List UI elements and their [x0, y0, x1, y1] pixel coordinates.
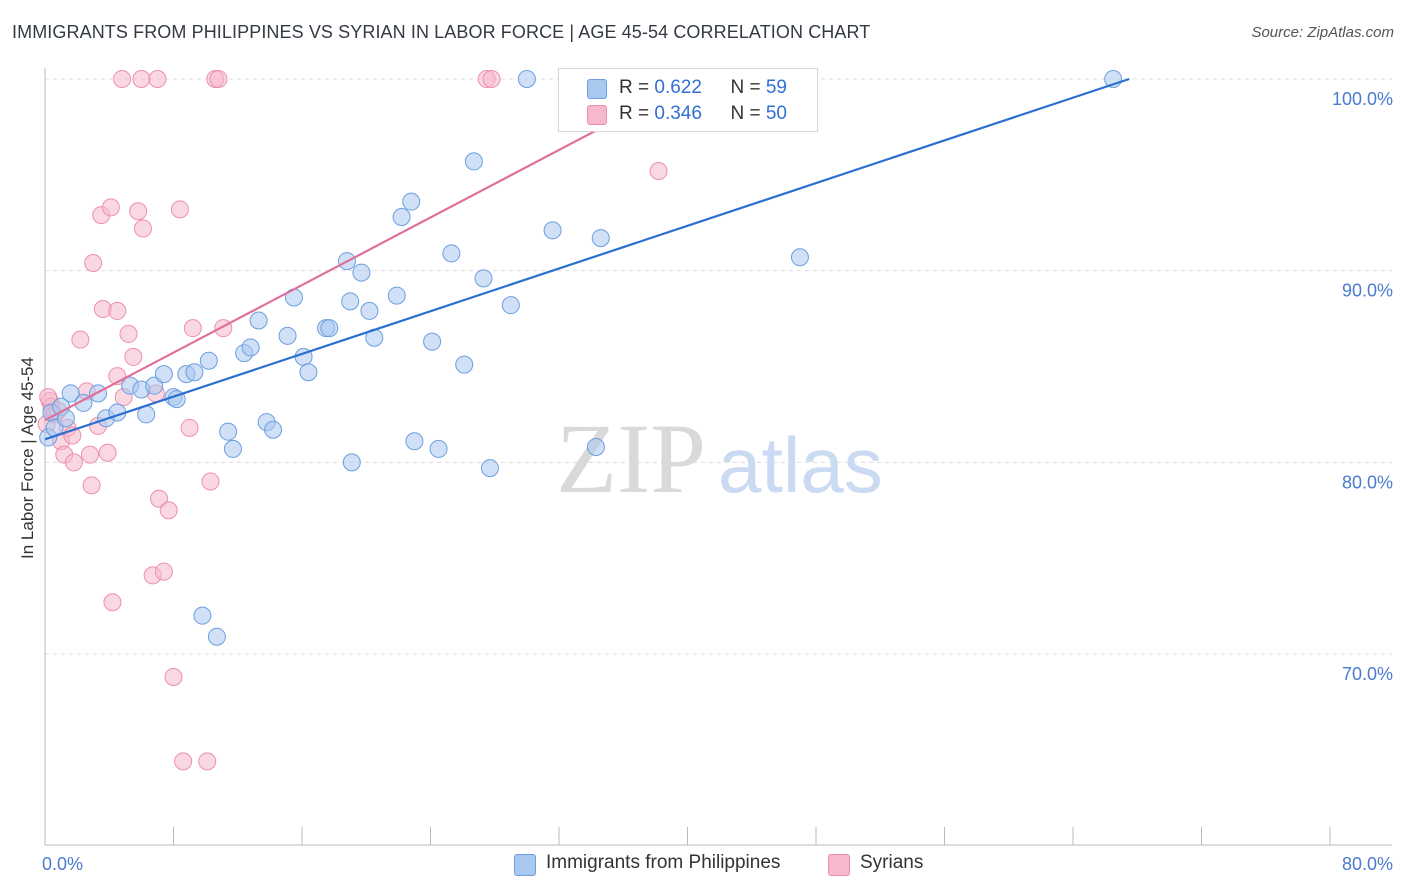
philippines-point	[360, 301, 379, 320]
philippines-point	[429, 439, 448, 458]
philippines-point	[342, 453, 361, 472]
syrians-point	[180, 418, 199, 437]
legend-n-label: N =	[730, 77, 766, 98]
syrians-swatch	[828, 854, 850, 876]
syrians-point	[482, 70, 501, 88]
syrians-point	[80, 445, 99, 464]
legend-n-label: N =	[730, 103, 766, 124]
philippines-point	[591, 229, 610, 248]
syrians-point	[84, 254, 103, 272]
syrians-point	[64, 453, 83, 472]
philippines-point	[517, 70, 536, 88]
syrians-point	[98, 443, 117, 462]
philippines-point	[341, 292, 360, 311]
y-tick-label: 80.0%	[1342, 472, 1393, 492]
legend-label-syrians: Syrians	[860, 852, 924, 873]
philippines-point	[193, 606, 212, 625]
syrians-point	[170, 200, 189, 219]
watermark-zip: ZIP	[556, 403, 706, 514]
philippines-point	[402, 192, 421, 211]
philippines-point	[790, 248, 809, 267]
philippines-point	[387, 286, 406, 305]
philippines-point	[241, 338, 260, 357]
y-tick-label: 90.0%	[1342, 281, 1393, 301]
philippines-trend-line	[44, 77, 1130, 441]
x-tick-label-start: 0.0%	[42, 854, 83, 874]
tick-labels: 70.0% 80.0% 90.0% 100.0% 0.0% 80.0%	[42, 89, 1393, 874]
philippines-point	[423, 332, 442, 351]
y-tick-label: 70.0%	[1342, 664, 1393, 684]
syrians-point	[159, 501, 178, 520]
legend-r-label: R =	[619, 103, 655, 124]
philippines-point	[464, 152, 483, 171]
philippines-point	[405, 432, 424, 451]
philippines-swatch	[514, 854, 536, 876]
philippines-point	[154, 365, 173, 384]
philippines-points	[39, 70, 1123, 646]
philippines-point	[586, 438, 605, 456]
watermark-atlas: atlas	[718, 421, 883, 509]
legend-n-value: 50	[765, 103, 787, 124]
legend-r-value: 0.622	[654, 77, 702, 98]
legend-n-value: 59	[765, 77, 787, 98]
philippines-point	[199, 351, 218, 370]
philippines-point	[249, 311, 268, 330]
syrians-point	[174, 752, 193, 771]
trend-lines	[44, 77, 1130, 441]
philippines-point	[264, 420, 283, 439]
legend-label-philippines: Immigrants from Philippines	[546, 852, 781, 873]
syrians-point	[108, 301, 127, 320]
syrians-point	[132, 70, 151, 88]
legend-r-label: R =	[619, 77, 655, 98]
philippines-point	[278, 326, 297, 345]
syrians-point	[82, 476, 101, 495]
syrians-point	[198, 752, 217, 771]
philippines-point	[392, 208, 411, 226]
syrians-point	[209, 70, 228, 88]
syrians-point	[150, 489, 169, 508]
syrians-point	[124, 347, 143, 366]
syrians-point	[201, 472, 220, 491]
philippines-swatch	[587, 79, 607, 99]
source-label: Source: ZipAtlas.com	[1251, 24, 1394, 41]
syrians-point	[133, 219, 152, 238]
y-tick-label: 100.0%	[1332, 89, 1393, 109]
philippines-point	[219, 422, 238, 441]
syrians-point	[183, 319, 202, 338]
philippines-point	[145, 376, 164, 395]
philippines-point	[320, 319, 339, 338]
philippines-point	[185, 363, 204, 382]
legend-r-value: 0.346	[654, 103, 702, 124]
syrians-point	[71, 330, 90, 349]
syrians-point	[649, 162, 668, 180]
syrians-swatch	[587, 105, 607, 125]
philippines-point	[299, 363, 318, 382]
philippines-point	[543, 221, 562, 240]
syrians-trend-line	[44, 85, 680, 422]
philippines-point	[352, 263, 371, 282]
chart-title: IMMIGRANTS FROM PHILIPPINES VS SYRIAN IN…	[12, 22, 871, 42]
philippines-point	[480, 459, 499, 478]
philippines-point	[455, 355, 474, 374]
axes	[44, 68, 1392, 846]
philippines-point	[61, 384, 80, 403]
syrians-point	[164, 668, 183, 686]
philippines-point	[501, 296, 520, 315]
syrians-point	[148, 70, 167, 88]
philippines-point	[474, 269, 493, 288]
syrians-point	[103, 593, 122, 612]
syrians-point	[113, 70, 132, 88]
syrians-point	[119, 324, 138, 343]
grid-lines	[45, 78, 1392, 655]
syrians-point	[101, 198, 120, 217]
philippines-point	[207, 627, 226, 646]
legend: R = 0.622 N = 59 R = 0.346 N = 50	[558, 68, 818, 132]
syrians-point	[154, 562, 173, 581]
philippines-point	[442, 244, 461, 263]
syrians-point	[129, 202, 148, 221]
watermark: ZIP atlas	[556, 403, 883, 514]
x-tick-label-end: 80.0%	[1342, 854, 1393, 874]
philippines-point	[223, 439, 242, 458]
